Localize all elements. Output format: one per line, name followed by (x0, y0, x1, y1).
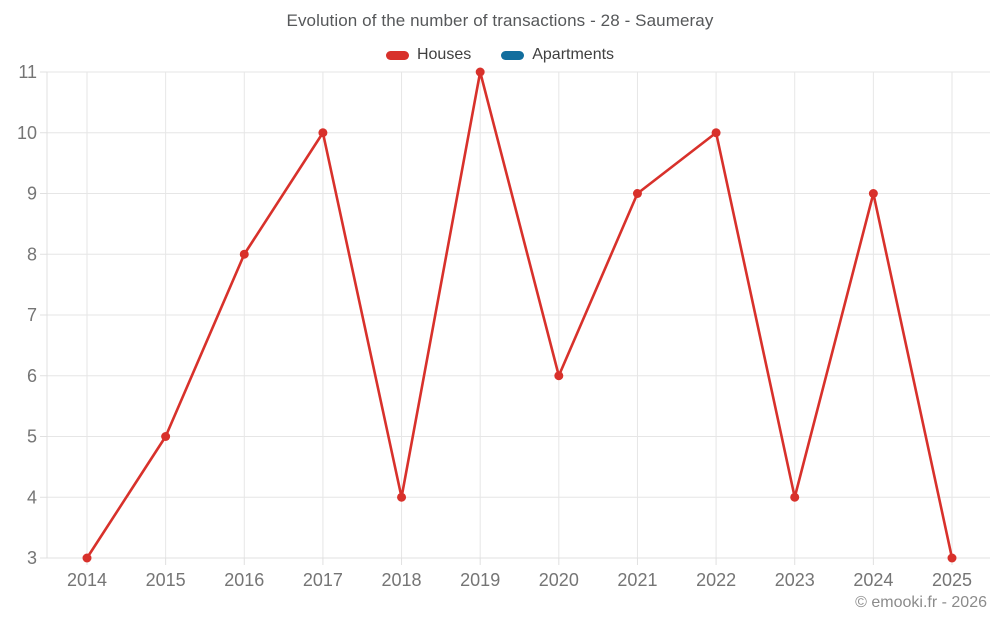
houses-series-swatch-icon (385, 50, 409, 60)
data-point-houses-2019[interactable] (475, 67, 485, 77)
data-point-houses-2023[interactable] (790, 492, 800, 502)
legend-item-apartments[interactable]: Apartments (501, 46, 614, 64)
y-axis-label: 6 (27, 366, 37, 386)
data-point-houses-2024[interactable] (868, 189, 878, 198)
legend-item-houses[interactable]: Houses (385, 46, 472, 64)
chart-title: Evolution of the number of transactions … (286, 11, 714, 30)
x-axis-label: 2024 (853, 570, 893, 590)
legend-label-apartments: Apartments (532, 46, 615, 63)
data-point-houses-2025[interactable] (947, 553, 957, 563)
y-axis-label: 11 (18, 62, 37, 82)
x-axis-label: 2023 (775, 570, 815, 590)
legend-label-houses: Houses (416, 46, 472, 63)
x-axis-label: 2015 (146, 570, 186, 590)
x-axis-label: 2022 (696, 570, 736, 590)
series-line-houses (85, 70, 954, 560)
axes (40, 71, 990, 565)
y-axis-label: 4 (27, 487, 37, 507)
y-axis-label: 5 (27, 427, 37, 447)
y-axis-label: 10 (17, 123, 37, 143)
data-point-houses-2017[interactable] (318, 128, 328, 138)
y-axis-label: 9 (27, 184, 37, 204)
data-point-houses-2022[interactable] (711, 128, 721, 138)
x-axis-label: 2018 (382, 570, 422, 590)
x-axis-label: 2020 (539, 570, 579, 590)
x-axis-label: 2021 (617, 570, 657, 590)
y-axis-label: 7 (27, 305, 37, 325)
apartments-series-swatch-icon (501, 50, 525, 60)
data-point-houses-2014[interactable] (82, 553, 92, 563)
data-point-houses-2015[interactable] (161, 432, 171, 441)
data-point-houses-2016[interactable] (239, 249, 249, 259)
watermark: © emooki.fr - 2026 (855, 594, 987, 611)
x-axis-label: 2017 (303, 570, 343, 590)
x-axis-label: 2014 (67, 570, 107, 590)
gridlines (47, 71, 990, 559)
y-axis-label: 8 (27, 244, 37, 264)
axis-labels: 3 4 5 6 7 8 9 10 11 2014 2015 2016 2017 2018 2019 2020 2… (17, 62, 972, 590)
data-point-houses-2018[interactable] (397, 492, 407, 502)
y-axis-label: 3 (27, 548, 37, 568)
data-point-houses-2020[interactable] (554, 371, 564, 381)
x-axis-label: 2025 (932, 570, 972, 590)
x-axis-label: 2016 (224, 570, 264, 590)
series-houses (82, 67, 957, 563)
x-axis-label: 2019 (460, 570, 500, 590)
data-point-houses-2021[interactable] (632, 189, 642, 198)
legend: Houses Apartments (0, 46, 1000, 64)
